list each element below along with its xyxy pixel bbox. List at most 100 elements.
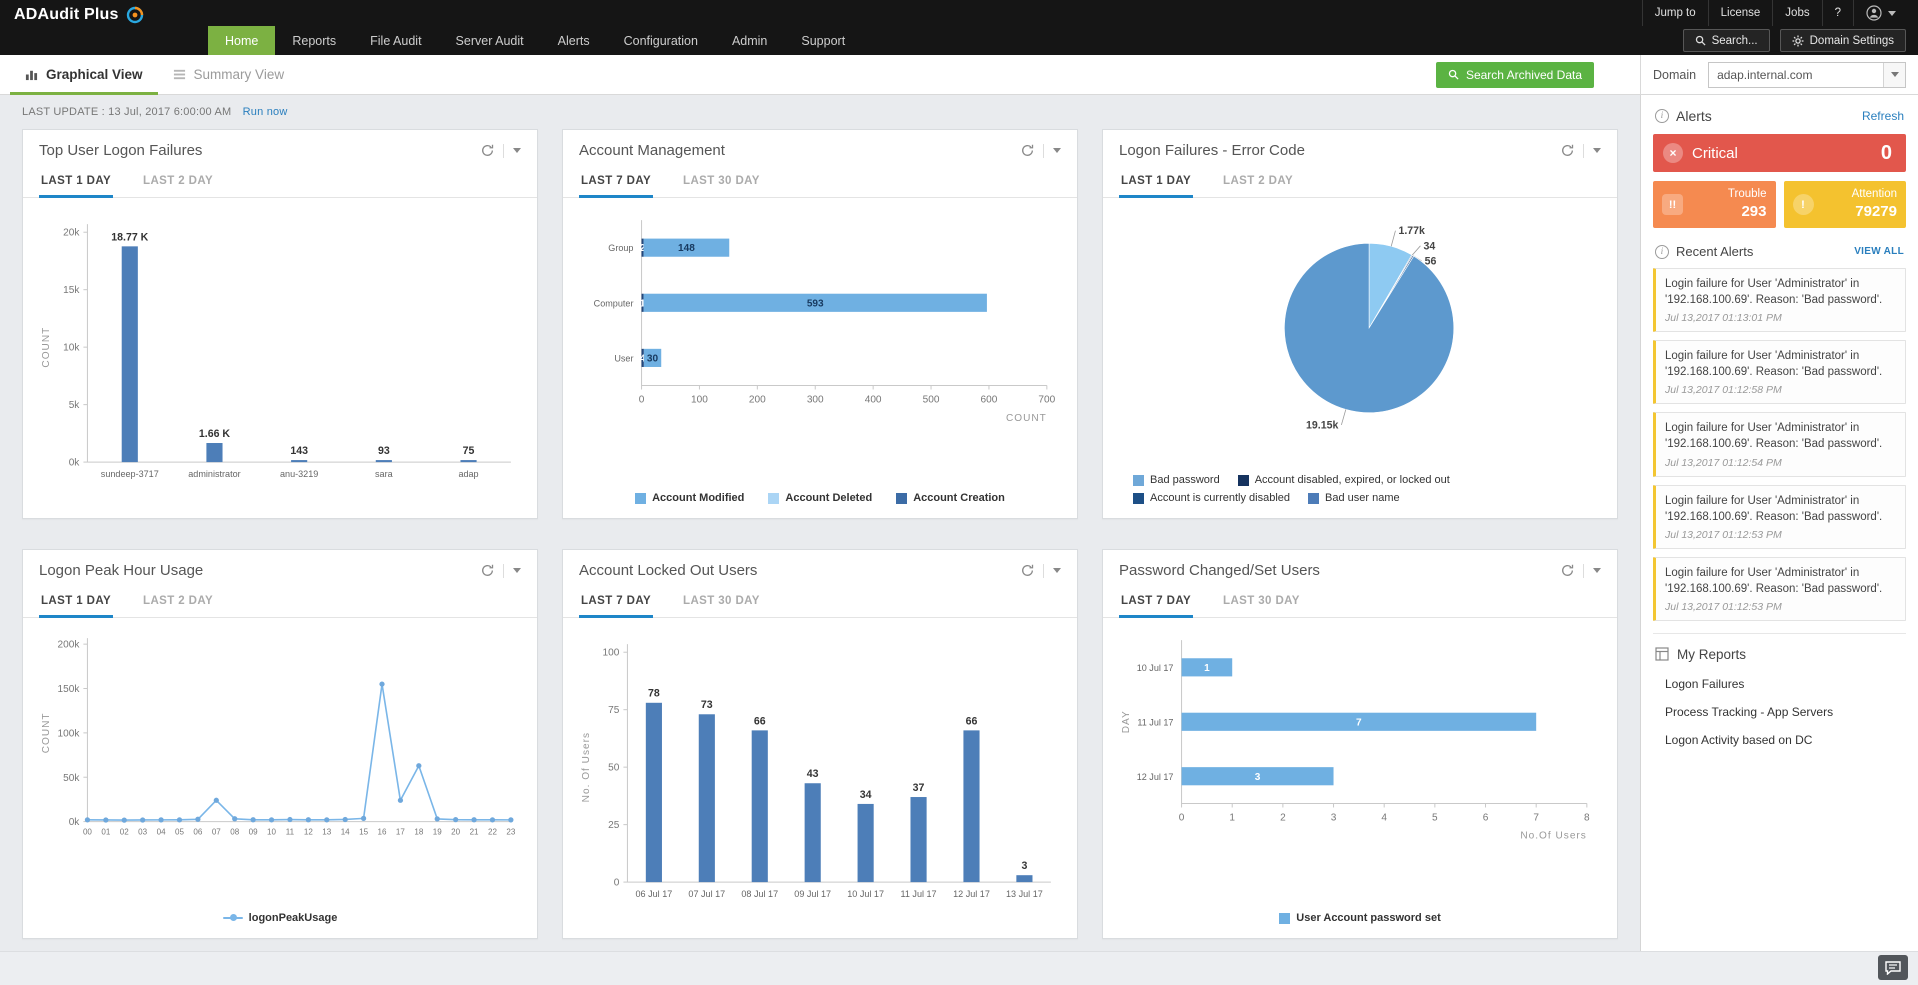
- card-header: Account Locked Out Users: [563, 550, 1077, 587]
- topnav-row: Home Reports File Audit Server Audit Alerts C…: [0, 26, 1918, 55]
- attention-label: Attention: [1851, 188, 1897, 201]
- toplink-jump-to[interactable]: Jump to: [1641, 0, 1708, 26]
- my-report-process-tracking-app-servers[interactable]: Process Tracking - App Servers: [1665, 704, 1834, 719]
- card-actions: [1561, 143, 1601, 158]
- critical-alert-banner[interactable]: × Critical 0: [1653, 134, 1906, 172]
- topnav-server-audit[interactable]: Server Audit: [455, 33, 524, 48]
- topnav-admin[interactable]: Admin: [731, 33, 768, 48]
- card-tab-last-2-day[interactable]: LAST 2 DAY: [143, 595, 214, 607]
- card-tab-last-7-day[interactable]: LAST 7 DAY: [579, 587, 654, 618]
- card-tab-last-7-day[interactable]: LAST 7 DAY: [1119, 587, 1194, 618]
- alert-item[interactable]: Login failure for User 'Administrator' i…: [1653, 268, 1906, 333]
- chevron-down-icon[interactable]: [513, 148, 521, 153]
- card-tab-last-30-day[interactable]: LAST 30 DAY: [1223, 595, 1300, 607]
- refresh-icon[interactable]: [481, 564, 494, 577]
- svg-text:09: 09: [249, 828, 258, 837]
- refresh-icon[interactable]: [1021, 564, 1034, 577]
- alert-message: Login failure for User 'Administrator' i…: [1665, 422, 1883, 451]
- card-header: Top User Logon Failures: [23, 130, 537, 167]
- svg-text:07 Jul 17: 07 Jul 17: [688, 889, 725, 899]
- dashboard-card: Password Changed/Set Users LAST 7 DAY LAS…: [1102, 549, 1618, 939]
- last-update-text: LAST UPDATE : 13 Jul, 2017 6:00:00 AM: [22, 106, 232, 118]
- svg-text:1: 1: [1229, 813, 1235, 824]
- chart-area: 10 Jul 17 1 11 Jul 17 7 12 Jul 17 3 0 1 2 3 4 5 6 7 8 N…: [1103, 618, 1617, 910]
- toplink-license[interactable]: License: [1707, 0, 1773, 26]
- attention-alert-box[interactable]: ! Attention 79279: [1783, 181, 1906, 228]
- alert-item[interactable]: Login failure for User 'Administrator' i…: [1653, 412, 1906, 477]
- topbar-buttons: Search... Domain Settings: [1682, 26, 1918, 55]
- svg-text:20: 20: [451, 828, 460, 837]
- card-tab-last-1-day[interactable]: LAST 1 DAY: [39, 167, 114, 198]
- topnav-file-audit[interactable]: File Audit: [370, 33, 422, 48]
- topnav-reports[interactable]: Reports: [292, 33, 337, 48]
- topnav-alerts[interactable]: Alerts: [557, 33, 590, 48]
- dashboard-card: Top User Logon Failures LAST 1 DAY LAST 2…: [22, 129, 538, 519]
- view-all-link[interactable]: VIEW ALL: [1854, 246, 1904, 257]
- brand[interactable]: ADAudit Plus: [14, 4, 144, 26]
- svg-text:6: 6: [1483, 813, 1489, 824]
- topnav-home[interactable]: Home: [208, 26, 276, 55]
- help-button[interactable]: ?: [1821, 0, 1853, 26]
- chart-legend: User Account password set: [1103, 910, 1617, 938]
- info-icon: i: [1655, 244, 1669, 259]
- card-tab-last-1-day[interactable]: LAST 1 DAY: [39, 587, 114, 618]
- topnav-support[interactable]: Support: [801, 33, 846, 48]
- refresh-icon[interactable]: [1021, 144, 1034, 157]
- domain-select[interactable]: adap.internal.com: [1708, 61, 1906, 88]
- chevron-down-icon[interactable]: [513, 568, 521, 573]
- svg-text:13 Jul 17: 13 Jul 17: [1006, 889, 1043, 899]
- svg-text:13: 13: [322, 828, 331, 837]
- svg-text:Group: Group: [608, 243, 633, 253]
- card-tab-last-2-day[interactable]: LAST 2 DAY: [1223, 175, 1294, 187]
- alert-item[interactable]: Login failure for User 'Administrator' i…: [1653, 484, 1906, 549]
- card-actions: [1021, 143, 1061, 158]
- my-report-logon-activity-based-on-dc[interactable]: Logon Activity based on DC: [1665, 732, 1813, 747]
- refresh-icon[interactable]: [1561, 144, 1574, 157]
- my-report-logon-failures[interactable]: Logon Failures: [1665, 676, 1745, 691]
- trouble-label: Trouble: [1727, 188, 1767, 201]
- card-title: Account Locked Out Users: [579, 562, 758, 579]
- chevron-down-icon: [1888, 10, 1896, 16]
- card-tab-last-30-day[interactable]: LAST 30 DAY: [683, 175, 760, 187]
- refresh-icon[interactable]: [481, 144, 494, 157]
- tab-summary-view[interactable]: Summary View: [158, 55, 300, 94]
- card-tab-last-30-day[interactable]: LAST 30 DAY: [683, 595, 760, 607]
- card-tab-last-7-day[interactable]: LAST 7 DAY: [579, 167, 654, 198]
- chevron-down-icon[interactable]: [1593, 568, 1601, 573]
- svg-text:06: 06: [193, 828, 202, 837]
- user-menu[interactable]: [1853, 0, 1908, 26]
- tab-graphical-view[interactable]: Graphical View: [10, 55, 158, 95]
- card-actions: [1561, 563, 1601, 578]
- svg-text:700: 700: [1038, 395, 1055, 406]
- attention-exclamation-icon: !: [1792, 194, 1814, 215]
- svg-text:10 Jul 17: 10 Jul 17: [847, 889, 884, 899]
- topnav-configuration[interactable]: Configuration: [623, 33, 698, 48]
- alerts-refresh-link[interactable]: Refresh: [1861, 109, 1904, 123]
- legend-item: Account Creation: [896, 492, 1005, 504]
- alert-item[interactable]: Login failure for User 'Administrator' i…: [1653, 340, 1906, 405]
- domain-settings-button[interactable]: Domain Settings: [1779, 29, 1906, 52]
- chat-widget-button[interactable]: [1878, 955, 1908, 980]
- svg-text:93: 93: [378, 445, 390, 457]
- chevron-down-icon[interactable]: [1053, 148, 1061, 153]
- chart-area: 0k 5k 10k 15k 20k 18.77 K sundeep-3717 1.66 K ad…: [23, 198, 537, 518]
- refresh-icon[interactable]: [1561, 564, 1574, 577]
- chevron-down-icon[interactable]: [1053, 568, 1061, 573]
- chevron-down-icon[interactable]: [1593, 148, 1601, 153]
- alerts-header: i Alerts Refresh: [1653, 95, 1906, 134]
- card-tab-last-2-day[interactable]: LAST 2 DAY: [143, 175, 214, 187]
- trouble-alert-box[interactable]: !! Trouble 293: [1653, 181, 1776, 228]
- svg-text:7: 7: [1356, 717, 1362, 728]
- global-search-button[interactable]: Search...: [1682, 29, 1770, 52]
- run-now-link[interactable]: Run now: [242, 106, 288, 118]
- toplink-jobs[interactable]: Jobs: [1772, 0, 1821, 26]
- card-tab-last-1-day[interactable]: LAST 1 DAY: [1119, 167, 1194, 198]
- alert-item[interactable]: Login failure for User 'Administrator' i…: [1653, 556, 1906, 621]
- svg-text:150k: 150k: [58, 684, 81, 695]
- svg-text:4: 4: [1381, 813, 1387, 824]
- search-archived-data-button[interactable]: Search Archived Data: [1435, 61, 1594, 88]
- card-range-tabs: LAST 1 DAY LAST 2 DAY: [23, 587, 537, 618]
- svg-text:18.77 K: 18.77 K: [111, 231, 148, 243]
- svg-text:3: 3: [1021, 860, 1027, 872]
- svg-text:COUNT: COUNT: [41, 327, 52, 368]
